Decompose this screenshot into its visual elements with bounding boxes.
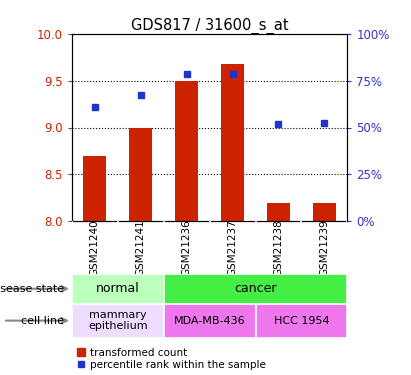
- Bar: [221, 64, 244, 221]
- Bar: [267, 202, 290, 221]
- Text: GSM21240: GSM21240: [90, 219, 100, 276]
- Text: cancer: cancer: [234, 282, 277, 295]
- Bar: [256, 304, 347, 338]
- Text: mammary
epithelium: mammary epithelium: [88, 310, 148, 332]
- Title: GDS817 / 31600_s_at: GDS817 / 31600_s_at: [131, 18, 289, 34]
- Text: disease state: disease state: [0, 284, 64, 294]
- Text: normal: normal: [96, 282, 140, 295]
- Text: GSM21236: GSM21236: [182, 219, 192, 276]
- Bar: [83, 156, 106, 221]
- Text: cell line: cell line: [21, 316, 64, 326]
- Legend: transformed count, percentile rank within the sample: transformed count, percentile rank withi…: [77, 348, 266, 370]
- Bar: [164, 304, 256, 338]
- Bar: [313, 202, 336, 221]
- Text: GSM21237: GSM21237: [228, 219, 238, 276]
- Text: GSM21239: GSM21239: [319, 219, 329, 276]
- Bar: [175, 81, 198, 221]
- Text: GSM21241: GSM21241: [136, 219, 146, 276]
- Text: HCC 1954: HCC 1954: [274, 316, 329, 326]
- Bar: [72, 304, 164, 338]
- Bar: [129, 128, 152, 221]
- Bar: [72, 274, 164, 304]
- Text: MDA-MB-436: MDA-MB-436: [174, 316, 245, 326]
- Bar: [164, 274, 347, 304]
- Text: GSM21238: GSM21238: [273, 219, 284, 276]
